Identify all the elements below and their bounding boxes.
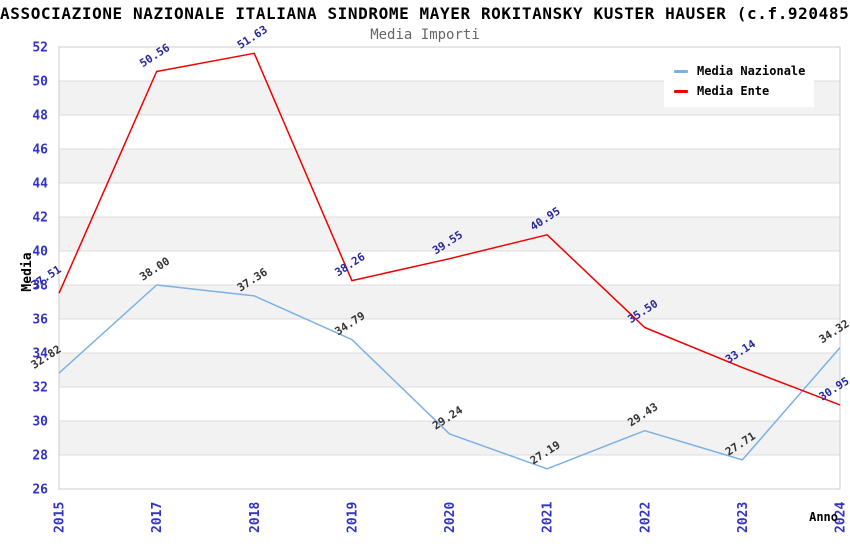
x-tick-label: 2021	[541, 502, 556, 533]
y-tick-label: 32	[32, 381, 48, 396]
x-tick-label: 2019	[345, 502, 360, 533]
y-tick-label: 36	[32, 313, 48, 328]
x-tick-label: 2018	[248, 502, 263, 533]
x-tick-label: 2024	[834, 502, 849, 533]
y-tick-label: 38	[32, 279, 48, 294]
chart-title: ASSOCIAZIONE NAZIONALE ITALIANA SINDROME…	[0, 4, 850, 23]
data-label: 34.32	[817, 317, 850, 346]
band	[59, 353, 840, 387]
y-tick-label: 26	[32, 483, 48, 498]
y-tick-label: 40	[32, 245, 48, 260]
legend-swatch-media-ente	[674, 89, 688, 93]
x-tick-label: 2022	[638, 502, 653, 533]
band	[59, 217, 840, 251]
x-tick-label: 2023	[736, 502, 751, 533]
legend-label-media-nazionale: Media Nazionale	[697, 64, 806, 78]
band	[59, 421, 840, 455]
y-tick-label: 52	[32, 41, 48, 56]
x-axis-title: Anno	[809, 510, 838, 524]
x-tick-label: 2017	[150, 502, 165, 533]
legend-item-media-ente: Media Ente	[674, 81, 814, 101]
y-tick-label: 34	[32, 347, 48, 362]
legend-label-media-ente: Media Ente	[697, 84, 770, 98]
y-tick-label: 44	[32, 177, 48, 192]
plot-border	[58, 46, 841, 490]
band	[59, 149, 840, 183]
legend-item-media-nazionale: Media Nazionale	[674, 61, 814, 81]
legend: Media Nazionale Media Ente	[664, 56, 814, 107]
y-tick-label: 48	[32, 109, 48, 124]
x-tick-label: 2020	[443, 502, 458, 533]
y-tick-label: 46	[32, 143, 48, 158]
chart-subtitle: Media Importi	[370, 27, 480, 43]
legend-swatch-media-nazionale	[674, 69, 688, 73]
y-axis-title: Media	[20, 252, 35, 291]
y-tick-label: 28	[32, 449, 48, 464]
y-tick-label: 42	[32, 211, 48, 226]
y-tick-label: 50	[32, 75, 48, 90]
data-label: 50.56	[137, 41, 172, 70]
y-tick-label: 30	[32, 415, 48, 430]
data-label: 38.00	[137, 255, 172, 284]
series-line-media-ente	[58, 52, 841, 406]
band	[59, 285, 840, 319]
x-tick-label: 2015	[53, 502, 68, 533]
series-line-media-nazionale	[58, 284, 841, 470]
